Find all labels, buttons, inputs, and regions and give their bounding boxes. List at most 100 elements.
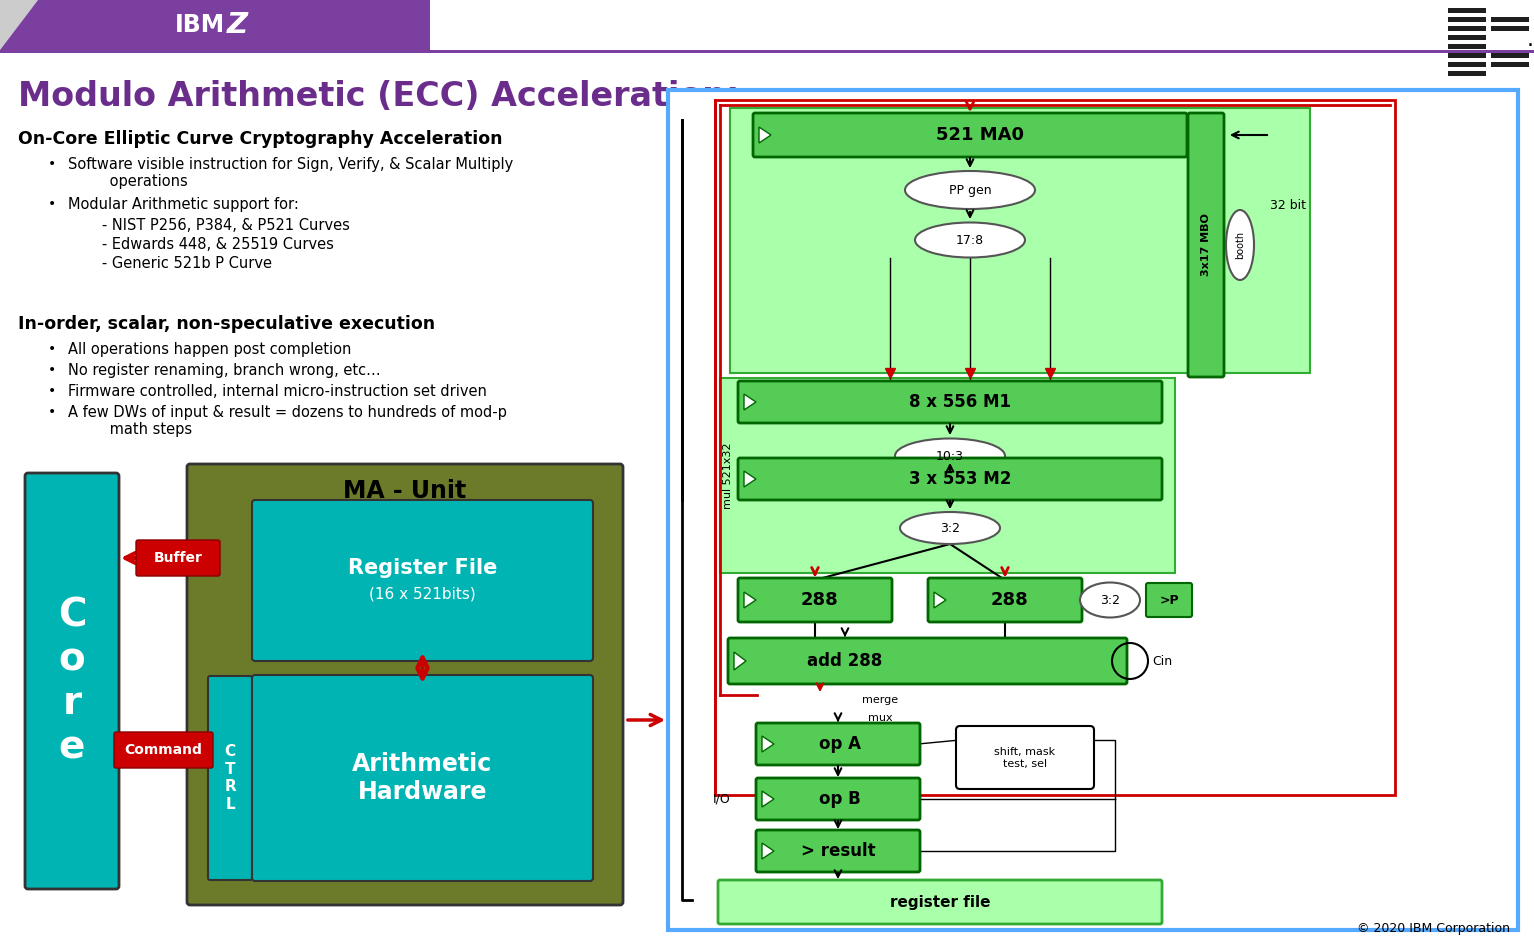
Text: I/O: I/O xyxy=(713,793,730,806)
Text: 288: 288 xyxy=(991,591,1029,609)
Ellipse shape xyxy=(900,512,1000,544)
Text: merge: merge xyxy=(862,695,897,705)
FancyBboxPatch shape xyxy=(928,578,1081,622)
Bar xyxy=(719,378,1175,573)
FancyBboxPatch shape xyxy=(756,778,920,820)
Text: Modulo Arithmetic (ECC) Acceleration:: Modulo Arithmetic (ECC) Acceleration: xyxy=(18,80,739,113)
Text: Software visible instruction for Sign, Verify, & Scalar Multiply
         operat: Software visible instruction for Sign, V… xyxy=(67,157,514,189)
Text: > result: > result xyxy=(801,842,876,860)
Polygon shape xyxy=(0,0,38,50)
Text: C
T
R
L: C T R L xyxy=(224,744,236,812)
Text: •: • xyxy=(48,342,57,356)
Text: © 2020 IBM Corporation: © 2020 IBM Corporation xyxy=(1358,922,1509,935)
Text: 288: 288 xyxy=(801,591,839,609)
Text: - Edwards 448, & 25519 Curves: - Edwards 448, & 25519 Curves xyxy=(87,237,334,252)
Bar xyxy=(1448,17,1486,22)
Text: •: • xyxy=(48,363,57,377)
Text: shift, mask
test, sel: shift, mask test, sel xyxy=(994,747,1055,769)
Text: booth: booth xyxy=(1235,231,1246,259)
FancyBboxPatch shape xyxy=(729,638,1127,684)
Text: C
o
r
e: C o r e xyxy=(58,596,86,766)
Text: add 288: add 288 xyxy=(807,652,882,670)
Polygon shape xyxy=(733,652,746,670)
Text: Command: Command xyxy=(124,743,202,757)
Polygon shape xyxy=(744,394,756,410)
Text: In-order, scalar, non-speculative execution: In-order, scalar, non-speculative execut… xyxy=(18,315,436,333)
Text: 3:2: 3:2 xyxy=(940,522,960,534)
Bar xyxy=(1448,44,1486,49)
Text: 521 MA0: 521 MA0 xyxy=(936,126,1025,144)
Polygon shape xyxy=(759,127,772,143)
Text: On-Core Elliptic Curve Cryptography Acceleration: On-Core Elliptic Curve Cryptography Acce… xyxy=(18,130,503,148)
Bar xyxy=(730,108,1310,373)
Text: 8 x 556 M1: 8 x 556 M1 xyxy=(910,393,1011,411)
Polygon shape xyxy=(744,592,756,608)
Polygon shape xyxy=(762,791,775,807)
Bar xyxy=(667,90,1519,930)
Text: Cin: Cin xyxy=(1152,654,1172,668)
FancyBboxPatch shape xyxy=(956,726,1094,789)
Text: Z: Z xyxy=(227,11,247,39)
Bar xyxy=(0,0,1534,50)
Text: PP gen: PP gen xyxy=(948,184,991,196)
Ellipse shape xyxy=(894,438,1005,474)
Bar xyxy=(1448,8,1486,13)
FancyBboxPatch shape xyxy=(209,676,252,880)
Text: 17:8: 17:8 xyxy=(956,234,985,246)
FancyBboxPatch shape xyxy=(252,500,594,661)
FancyBboxPatch shape xyxy=(187,464,623,905)
FancyBboxPatch shape xyxy=(756,830,920,872)
Text: 3 x 553 M2: 3 x 553 M2 xyxy=(908,470,1011,488)
FancyBboxPatch shape xyxy=(756,723,920,765)
FancyBboxPatch shape xyxy=(114,732,213,768)
Ellipse shape xyxy=(1226,210,1253,280)
Bar xyxy=(1491,53,1529,58)
Text: op A: op A xyxy=(819,735,861,753)
FancyBboxPatch shape xyxy=(137,540,219,576)
Text: A few DWs of input & result = dozens to hundreds of mod-p
         math steps: A few DWs of input & result = dozens to … xyxy=(67,405,506,438)
Text: IBM: IBM xyxy=(175,13,225,37)
Text: •: • xyxy=(48,384,57,398)
Bar xyxy=(1491,17,1529,22)
Bar xyxy=(715,100,1394,795)
Bar xyxy=(1448,26,1486,31)
Text: Firmware controlled, internal micro-instruction set driven: Firmware controlled, internal micro-inst… xyxy=(67,384,486,399)
Text: •: • xyxy=(48,157,57,171)
Text: mul 521x32: mul 521x32 xyxy=(723,442,733,509)
Bar xyxy=(0,50,1534,53)
Polygon shape xyxy=(934,592,946,608)
FancyBboxPatch shape xyxy=(25,473,120,889)
Bar xyxy=(1448,62,1486,67)
Bar xyxy=(1491,62,1529,67)
Ellipse shape xyxy=(914,223,1025,258)
Text: All operations happen post completion: All operations happen post completion xyxy=(67,342,351,357)
Text: .: . xyxy=(1526,30,1534,50)
FancyBboxPatch shape xyxy=(252,675,594,881)
Text: Buffer: Buffer xyxy=(153,551,202,565)
Text: (16 x 521bits): (16 x 521bits) xyxy=(370,586,476,601)
Bar xyxy=(1448,71,1486,76)
FancyBboxPatch shape xyxy=(753,113,1187,157)
Text: No register renaming, branch wrong, etc…: No register renaming, branch wrong, etc… xyxy=(67,363,380,378)
FancyBboxPatch shape xyxy=(1146,583,1192,617)
Ellipse shape xyxy=(1080,582,1140,617)
Text: - NIST P256, P384, & P521 Curves: - NIST P256, P384, & P521 Curves xyxy=(87,218,350,233)
Text: Arithmetic
Hardware: Arithmetic Hardware xyxy=(353,752,492,804)
Text: •: • xyxy=(48,405,57,419)
FancyBboxPatch shape xyxy=(738,578,891,622)
Polygon shape xyxy=(762,736,775,752)
Text: >P: >P xyxy=(1160,594,1178,606)
FancyBboxPatch shape xyxy=(738,381,1161,423)
FancyBboxPatch shape xyxy=(1187,113,1224,377)
Text: 3:2: 3:2 xyxy=(1100,594,1120,606)
Text: Register File: Register File xyxy=(348,558,497,578)
Text: 32 bit: 32 bit xyxy=(1270,199,1305,211)
Text: MA - Unit: MA - Unit xyxy=(344,479,466,503)
FancyBboxPatch shape xyxy=(718,880,1161,924)
Polygon shape xyxy=(0,0,430,50)
Text: 10:3: 10:3 xyxy=(936,450,963,462)
FancyBboxPatch shape xyxy=(738,458,1161,500)
Text: •: • xyxy=(48,197,57,211)
Ellipse shape xyxy=(905,171,1035,209)
Text: op B: op B xyxy=(819,790,861,808)
